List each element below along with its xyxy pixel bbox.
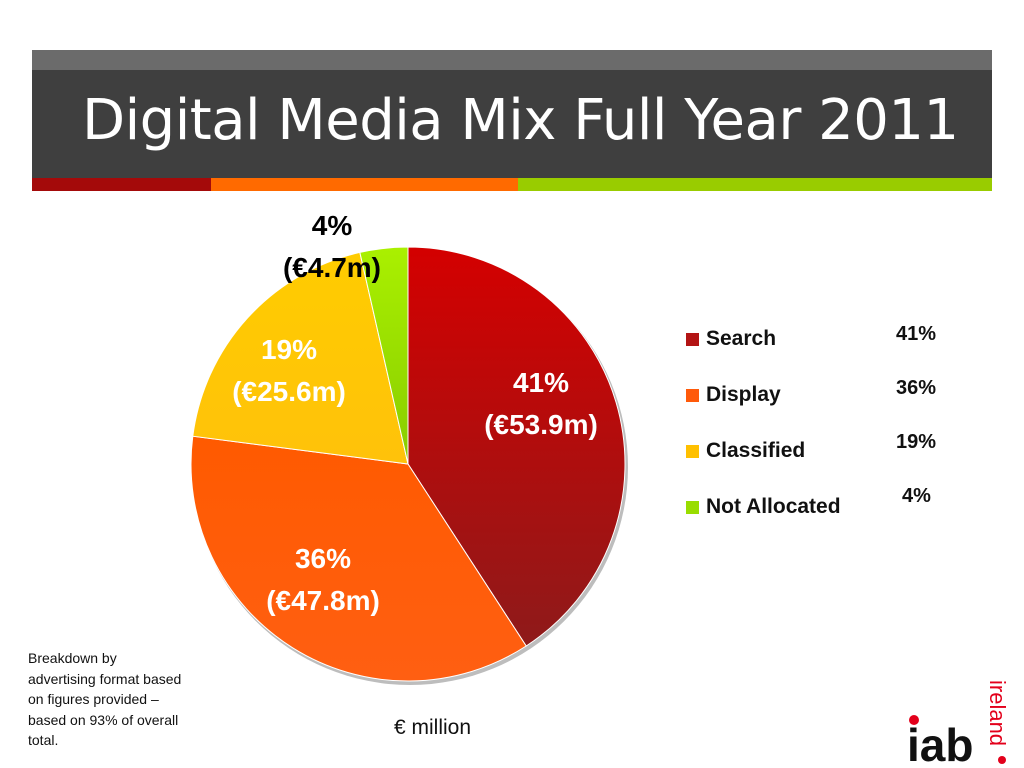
stripe-orange — [211, 178, 518, 191]
legend-swatch — [686, 500, 699, 514]
legend-swatch — [686, 388, 699, 402]
slice-label-not-allocated: 4% (€4.7m) — [257, 205, 407, 289]
slice-value: (€47.8m) — [266, 585, 380, 616]
slice-value: (€4.7m) — [282, 252, 382, 283]
slice-label-classified: 19% (€25.6m) — [214, 329, 364, 413]
slice-label-display: 36% (€47.8m) — [248, 538, 398, 622]
legend-item-display: Display — [686, 380, 781, 410]
slice-pct: 4% — [311, 210, 353, 241]
legend-item-classified: Classified — [686, 436, 805, 466]
units-label: € million — [394, 716, 472, 739]
legend-swatch — [686, 444, 699, 458]
legend-percent-classified: 19% — [896, 431, 937, 453]
svg-text:ireland: ireland — [985, 680, 1010, 746]
legend-label: Not Allocated — [706, 495, 841, 518]
pie-slice-search — [407, 246, 626, 647]
slice-label-search: 41% (€53.9m) — [466, 362, 616, 446]
pie-slice-display — [190, 435, 527, 682]
slice-pct: 19% — [260, 334, 318, 365]
accent-stripes — [32, 178, 992, 191]
legend-swatch — [686, 332, 699, 346]
slice-pct: 36% — [294, 543, 352, 574]
pie-slice-not-allocated — [359, 246, 409, 465]
header-top-band — [32, 50, 992, 70]
footnote: Breakdown by advertising format based on… — [28, 650, 182, 748]
legend-label: Classified — [706, 439, 806, 462]
legend-percent-display: 36% — [896, 377, 937, 399]
legend-label: Search — [706, 327, 777, 350]
slice-value: (€25.6m) — [232, 376, 346, 407]
legend-item-not-allocated: Not Allocated — [686, 492, 841, 522]
stripe-green — [518, 178, 992, 191]
slide-title: Digital Media Mix Full Year 2011 — [82, 88, 959, 153]
slice-value: (€53.9m) — [484, 409, 598, 440]
stripe-red — [32, 178, 211, 191]
slice-pct: 41% — [512, 367, 570, 398]
title-bar: Digital Media Mix Full Year 2011 — [32, 70, 992, 178]
legend-item-search: Search — [686, 324, 776, 354]
iab-ireland-logo: iab ireland — [907, 680, 1010, 768]
svg-text:iab: iab — [907, 719, 973, 768]
pie-slice-classified — [192, 251, 409, 465]
legend-percent-not-allocated: 4% — [902, 485, 931, 507]
legend-percent-search: 41% — [896, 323, 937, 345]
legend-label: Display — [706, 383, 781, 406]
